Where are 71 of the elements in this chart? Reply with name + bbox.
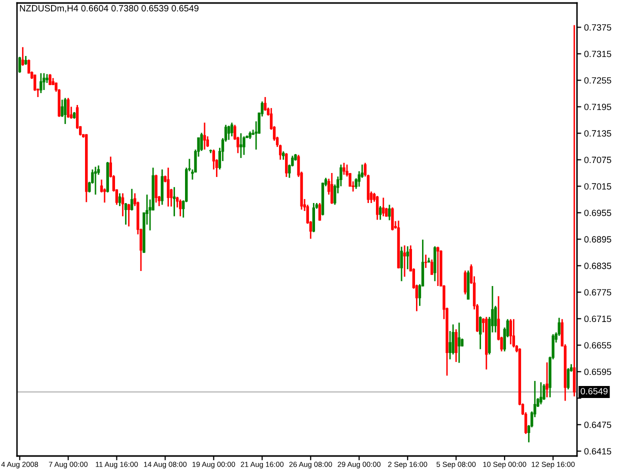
y-tick-label: 0.6595 xyxy=(584,368,612,376)
candlestick xyxy=(330,172,334,205)
y-tick-label: 0.6895 xyxy=(584,236,612,243)
candlestick xyxy=(172,186,176,217)
candlestick xyxy=(242,136,246,156)
candlestick xyxy=(403,244,406,278)
candlestick xyxy=(318,202,322,222)
candlestick xyxy=(42,72,46,91)
candlestick xyxy=(127,203,130,228)
candlestick xyxy=(388,204,391,221)
candlestick xyxy=(391,206,394,232)
y-tick-label: 0.7015 xyxy=(584,183,612,190)
candlestick xyxy=(430,258,434,276)
candlestick xyxy=(512,318,516,348)
candlestick xyxy=(264,96,267,112)
candlestick xyxy=(240,132,242,159)
candlestick xyxy=(154,174,158,204)
y-tick-label: 0.7315 xyxy=(584,50,612,58)
candlestick xyxy=(66,97,70,118)
candlestick xyxy=(203,122,206,150)
candlestick xyxy=(458,322,460,364)
y-tick-label: 0.7195 xyxy=(584,104,612,110)
candlestick xyxy=(342,162,346,176)
candlestick xyxy=(178,198,182,217)
candlestick xyxy=(285,152,288,178)
ref-line-label: 0.6549 xyxy=(580,388,608,394)
candlestick xyxy=(230,122,234,138)
y-tick-label: 0.6715 xyxy=(584,316,612,322)
candlestick xyxy=(436,246,440,287)
candlestick xyxy=(452,324,454,356)
candlestick xyxy=(542,383,546,401)
candlestick xyxy=(400,246,403,282)
candlestick xyxy=(124,202,128,226)
candlestick xyxy=(464,270,467,296)
candlestick xyxy=(103,188,106,204)
candlestick xyxy=(376,195,379,220)
candlestick xyxy=(40,72,42,94)
candlestick xyxy=(18,56,22,74)
candlestick xyxy=(406,246,409,270)
candlestick xyxy=(312,202,316,233)
candlestick xyxy=(378,205,382,220)
candlestick xyxy=(546,362,548,398)
candlestick xyxy=(200,132,203,152)
y-tick-label: 0.6655 xyxy=(584,342,612,349)
candlestick xyxy=(572,24,576,398)
candlestick xyxy=(118,192,122,207)
y-tick-label: 0.7075 xyxy=(584,156,612,164)
y-tick-label: 0.6475 xyxy=(584,422,612,428)
candlestick xyxy=(424,254,428,269)
candlestick xyxy=(130,188,134,212)
candlestick xyxy=(227,125,230,141)
y-tick-label: 0.6955 xyxy=(584,210,612,216)
y-tick-label: 0.7255 xyxy=(584,77,612,84)
candlestick xyxy=(448,330,452,360)
candlestick xyxy=(509,318,512,345)
y-tick-label: 0.6775 xyxy=(584,289,612,296)
candlestick xyxy=(454,328,458,363)
y-tick-label: 0.6835 xyxy=(584,262,612,270)
candlestick xyxy=(94,166,97,196)
y-tick-label: 0.7135 xyxy=(584,130,612,137)
candlestick xyxy=(382,197,385,217)
candlestick xyxy=(166,166,170,208)
y-tick-label: 0.6415 xyxy=(584,448,612,455)
candlestick xyxy=(566,367,570,390)
candlestick xyxy=(540,382,542,406)
candlestick xyxy=(21,46,24,66)
candlestick xyxy=(64,97,67,125)
candlestick xyxy=(478,316,482,350)
chart-title: NZDUSDm,H4 0.6604 0.7380 0.6539 0.6549 xyxy=(20,5,198,13)
candlestick xyxy=(121,192,124,217)
y-tick-label: 0.7375 xyxy=(584,24,612,31)
